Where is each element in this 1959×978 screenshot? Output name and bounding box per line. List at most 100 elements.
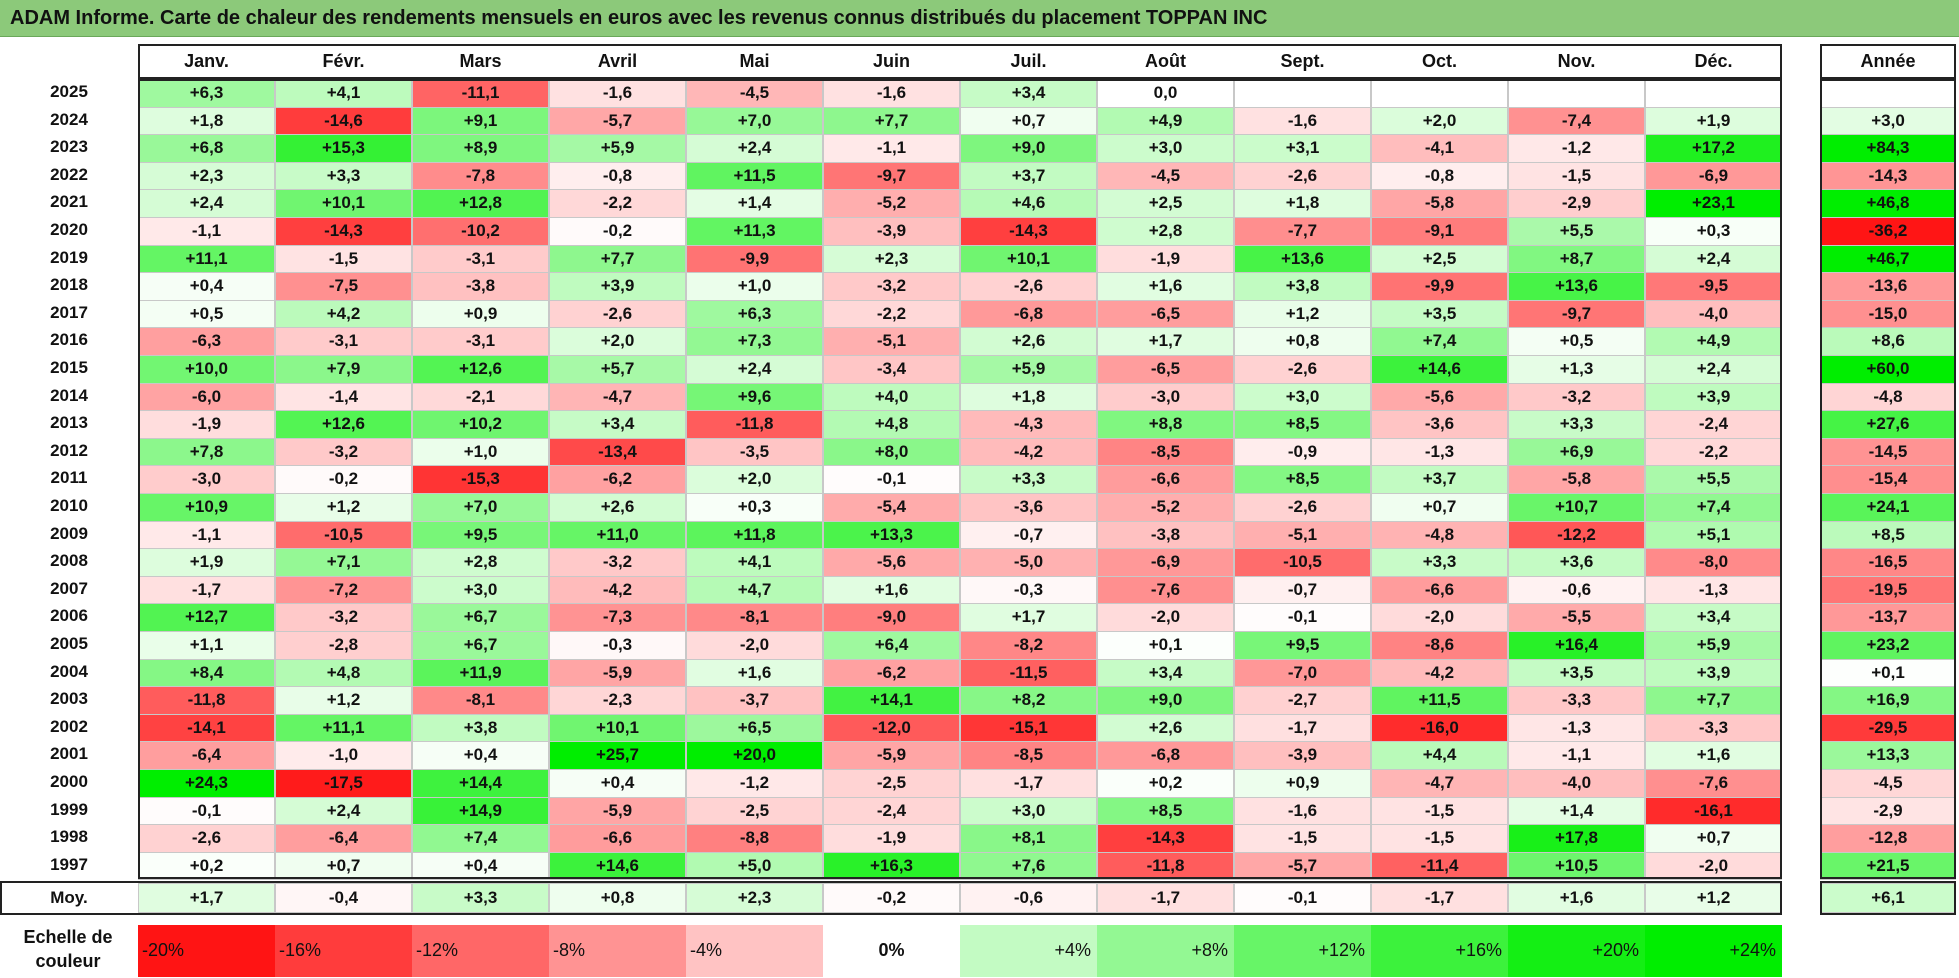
heatmap-cell: -4,0: [1508, 769, 1645, 798]
heatmap-cell: +6,7: [412, 603, 549, 632]
year-label: 2014: [50, 385, 88, 405]
heatmap-cell: +6,4: [823, 631, 960, 660]
heatmap-cell: +0,7: [960, 106, 1097, 136]
average-annual-cell: +6,1: [1820, 883, 1956, 913]
heatmap-cell: -8,1: [412, 686, 549, 715]
heatmap-cell: +2,6: [960, 327, 1097, 356]
heatmap-cell: +3,8: [1234, 272, 1371, 301]
heatmap-cell: -1,3: [1371, 437, 1508, 467]
year-label: 2001: [50, 744, 88, 764]
year-label: 2023: [50, 137, 88, 157]
month-header: Juil.: [1010, 51, 1047, 71]
year-label: 2022: [50, 164, 88, 184]
heatmap-cell: -1,1: [138, 520, 275, 550]
heatmap-cell: +4,7: [686, 575, 823, 605]
color-scale-label-line-1: Echelle de: [23, 927, 113, 947]
heatmap-cell: +2,4: [275, 796, 412, 826]
heatmap-cell: -4,5: [686, 79, 823, 108]
heatmap-cell: +11,5: [686, 161, 823, 191]
heatmap-cell: +0,2: [138, 851, 275, 881]
heatmap-cell: +2,4: [1645, 355, 1782, 384]
heatmap-cell: +5,5: [1508, 217, 1645, 246]
heatmap-cell: -0,6: [1508, 575, 1645, 605]
heatmap-cell: +2,5: [1371, 244, 1508, 274]
heatmap-cell: -12,2: [1508, 520, 1645, 550]
heatmap-cell: -3,6: [960, 493, 1097, 522]
heatmap-cell: -1,9: [1097, 244, 1234, 274]
heatmap-cell: +0,5: [138, 299, 275, 329]
heatmap-cell: +7,0: [412, 493, 549, 522]
heatmap-cell: -2,0: [1645, 851, 1782, 881]
heatmap-cell: -3,8: [412, 272, 549, 301]
heatmap-cell: +1,6: [1097, 272, 1234, 301]
heatmap-cell: [1508, 79, 1645, 108]
heatmap-cell: +13,6: [1508, 272, 1645, 301]
annual-cell: -4,8: [1820, 382, 1956, 412]
heatmap-cell: -0,3: [960, 575, 1097, 605]
heatmap-cell: -11,1: [412, 79, 549, 108]
heatmap-cell: +7,3: [686, 327, 823, 356]
heatmap-cell: -2,1: [412, 382, 549, 412]
heatmap-cell: +3,6: [1508, 548, 1645, 577]
heatmap-cell: -3,0: [1097, 382, 1234, 412]
heatmap-cell: -1,5: [1234, 824, 1371, 853]
heatmap-cell: +7,7: [823, 106, 960, 136]
heatmap-cell: +1,4: [686, 189, 823, 218]
heatmap-cell: -3,1: [412, 327, 549, 356]
heatmap-cell: -0,2: [549, 217, 686, 246]
heatmap-cell: -6,6: [1371, 575, 1508, 605]
color-scale-swatch: -8%: [549, 925, 686, 977]
heatmap-cell: -2,6: [1234, 355, 1371, 384]
heatmap-cell: -3,5: [686, 437, 823, 467]
heatmap-cell: +4,1: [686, 548, 823, 577]
heatmap-cell: -1,6: [1234, 106, 1371, 136]
annual-cell: +0,1: [1820, 658, 1956, 688]
heatmap-cell: -4,7: [1371, 769, 1508, 798]
annual-cell: -15,0: [1820, 299, 1956, 329]
heatmap-cell: +1,9: [1645, 106, 1782, 136]
heatmap-cell: -9,1: [1371, 217, 1508, 246]
heatmap-cell: +1,6: [1645, 741, 1782, 770]
annual-cell: -14,5: [1820, 437, 1956, 467]
heatmap-cell: +6,5: [686, 713, 823, 743]
heatmap-cell: +1,8: [138, 106, 275, 136]
heatmap-cell: +11,9: [412, 658, 549, 688]
heatmap-cell: +2,0: [549, 327, 686, 356]
heatmap-cell: -0,1: [1234, 603, 1371, 632]
heatmap-cell: +7,7: [549, 244, 686, 274]
heatmap-cell: +2,4: [686, 355, 823, 384]
heatmap-cell: -7,7: [1234, 217, 1371, 246]
heatmap-cell: +17,2: [1645, 134, 1782, 163]
color-scale-label-line-2: couleur: [35, 951, 101, 971]
year-label: 2002: [50, 716, 88, 736]
heatmap-cell: -6,9: [1097, 548, 1234, 577]
heatmap-cell: -1,6: [1234, 796, 1371, 826]
heatmap-cell: -0,8: [1371, 161, 1508, 191]
heatmap-cell: +6,3: [138, 79, 275, 108]
heatmap-cell: -2,0: [1097, 603, 1234, 632]
color-scale-swatch: +12%: [1234, 925, 1371, 977]
heatmap-cell: +8,2: [960, 686, 1097, 715]
heatmap-cell: -6,4: [138, 741, 275, 770]
heatmap-cell: -1,5: [1371, 824, 1508, 853]
heatmap-cell: -2,8: [275, 631, 412, 660]
heatmap-cell: -4,8: [1371, 520, 1508, 550]
heatmap-cell: +11,1: [275, 713, 412, 743]
average-cell: +0,8: [549, 883, 686, 913]
heatmap-cell: +9,1: [412, 106, 549, 136]
heatmap-cell: -5,2: [823, 189, 960, 218]
annual-header: Année: [1860, 51, 1916, 71]
month-header: Août: [1145, 51, 1186, 71]
heatmap-cell: -3,3: [1508, 686, 1645, 715]
annual-cell: +21,5: [1820, 851, 1956, 881]
heatmap-cell: -9,9: [686, 244, 823, 274]
heatmap-cell: +3,3: [1508, 410, 1645, 439]
heatmap-cell: +24,3: [138, 769, 275, 798]
heatmap-cell: -7,2: [275, 575, 412, 605]
year-label: 2019: [50, 247, 88, 267]
heatmap-cell: +3,0: [1097, 134, 1234, 163]
heatmap-cell: +8,4: [138, 658, 275, 688]
heatmap-cell: -14,3: [960, 217, 1097, 246]
heatmap-cell: +5,9: [549, 134, 686, 163]
heatmap-cell: -6,8: [1097, 741, 1234, 770]
